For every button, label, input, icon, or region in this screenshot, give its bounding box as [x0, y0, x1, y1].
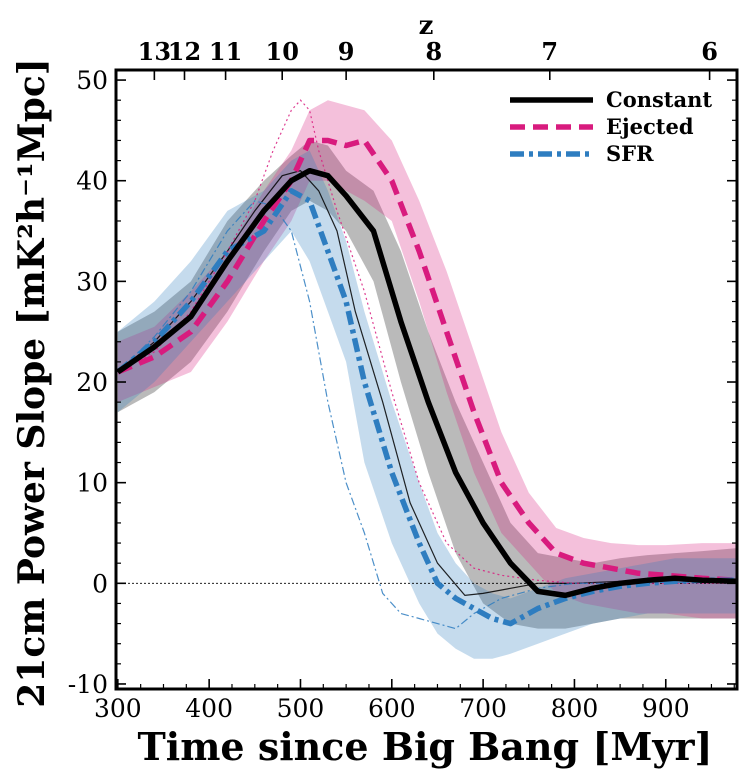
legend-label-sfr: SFR: [606, 141, 654, 166]
y-tick-label: 30: [76, 267, 108, 296]
y-tick-label: 50: [76, 66, 108, 95]
series-line-sfr: [116, 188, 737, 627]
x-tick-label: 800: [551, 694, 599, 723]
tick-marks: [116, 70, 737, 689]
top-tick-label: 10: [266, 37, 299, 66]
top-tick-label: 12: [168, 37, 201, 66]
x-tick-label: 900: [642, 694, 690, 723]
y-axis-title: 21cm Power Slope [mK²h⁻¹Mpc]: [11, 58, 53, 708]
series-line-constant: [116, 167, 737, 599]
confidence-bands: [117, 100, 737, 659]
thin-line-ejected-thin: [117, 99, 737, 584]
y-tick-label: 20: [76, 368, 108, 397]
band-constant: [117, 140, 737, 629]
thin-line-constant-thin: [117, 170, 737, 597]
x-axis-title: Time since Big Bang [Myr]: [138, 724, 713, 769]
y-tick-label: -10: [68, 670, 108, 699]
plot-frame: [114, 68, 739, 691]
y-tick-label: 40: [76, 167, 108, 196]
top-tick-label: 9: [338, 37, 355, 66]
band-ejected: [117, 100, 737, 619]
series-lines: [116, 137, 737, 627]
x-tick-label: 500: [277, 694, 325, 723]
series-line-ejected: [116, 137, 737, 584]
x-tick-label: 300: [94, 694, 142, 723]
y-tick-label: 10: [76, 469, 108, 498]
top-tick-label: 8: [425, 37, 442, 66]
legend-label-constant: Constant: [606, 87, 712, 112]
x-tick-label: 700: [459, 694, 507, 723]
top-axis-title: z: [419, 11, 434, 41]
top-tick-label: 6: [701, 37, 718, 66]
top-tick-label: 7: [541, 37, 558, 66]
legend-label-ejected: Ejected: [606, 114, 694, 139]
x-tick-label: 600: [368, 694, 416, 723]
top-tick-label: 13: [138, 37, 171, 66]
thin-model-lines: [117, 99, 737, 630]
thin-line-sfr-thin: [117, 200, 737, 630]
x-tick-label: 400: [185, 694, 233, 723]
y-tick-label: 0: [92, 569, 108, 598]
top-tick-label: 11: [209, 37, 242, 66]
axes: [114, 68, 739, 691]
